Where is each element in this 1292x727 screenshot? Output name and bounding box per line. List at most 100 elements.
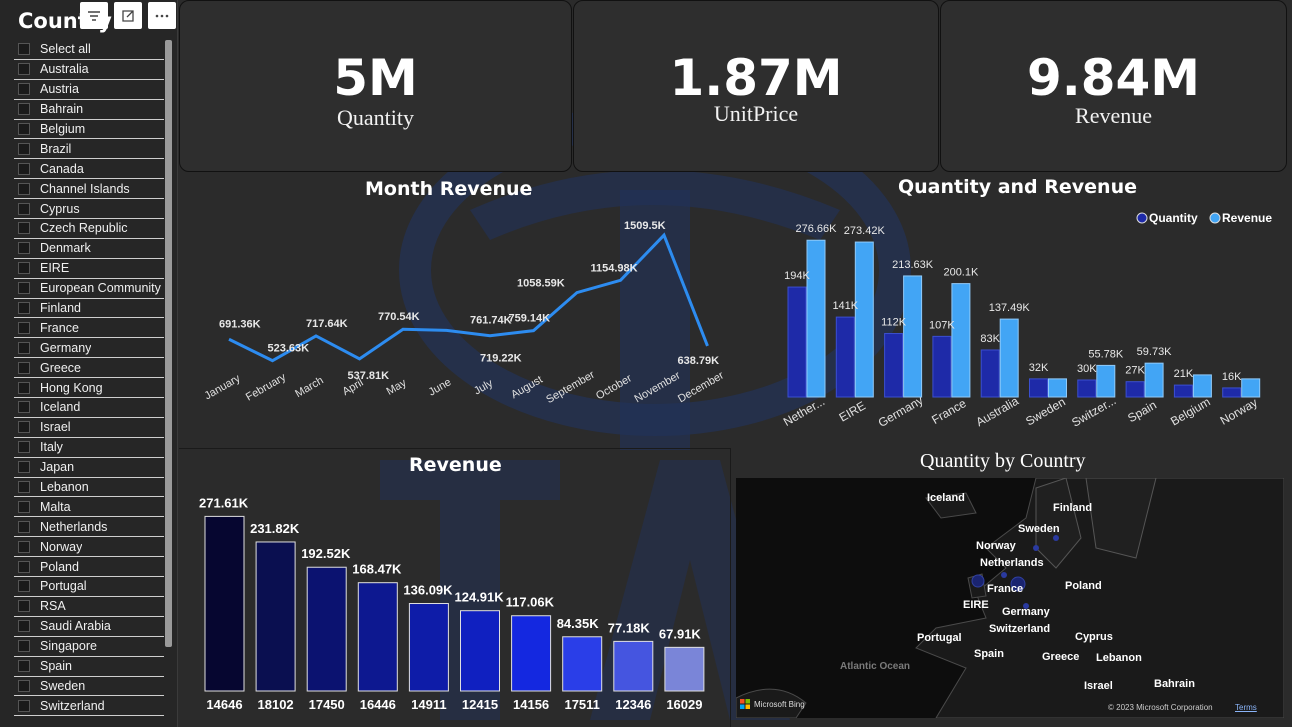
quantity-data-label: 27K	[1125, 365, 1145, 377]
slicer-item[interactable]: Poland	[14, 557, 164, 578]
checkbox-icon[interactable]	[18, 699, 30, 712]
slicer-scrollbar[interactable]	[165, 40, 172, 647]
map-terms-link[interactable]: Terms	[1235, 703, 1257, 712]
slicer-item[interactable]: Malta	[14, 497, 164, 518]
slicer-item[interactable]: France	[14, 318, 164, 339]
checkbox-icon[interactable]	[18, 381, 30, 394]
slicer-item[interactable]: Belgium	[14, 120, 164, 140]
revenue-bar	[951, 283, 971, 398]
checkbox-icon[interactable]	[18, 43, 30, 56]
more-options-icon[interactable]	[148, 2, 176, 29]
slicer-item[interactable]: RSA	[14, 597, 164, 617]
filter-icon[interactable]	[80, 2, 108, 29]
slicer-item[interactable]: Select all	[14, 40, 164, 60]
revenue-bar	[903, 275, 923, 398]
quantity-bar	[1077, 379, 1097, 398]
slicer-item[interactable]: Iceland	[14, 398, 164, 418]
focus-mode-icon[interactable]	[114, 2, 142, 29]
checkbox-icon[interactable]	[18, 142, 30, 155]
slicer-item[interactable]: Austria	[14, 80, 164, 100]
slicer-item[interactable]: Finland	[14, 299, 164, 319]
checkbox-icon[interactable]	[18, 600, 30, 613]
map-title: Quantity by Country	[920, 450, 1086, 472]
checkbox-icon[interactable]	[18, 481, 30, 494]
map-label-poland: Poland	[1065, 580, 1102, 592]
slicer-item[interactable]: Japan	[14, 458, 164, 478]
map-label-iceland: Iceland	[927, 492, 965, 504]
checkbox-icon[interactable]	[18, 401, 30, 414]
checkbox-icon[interactable]	[18, 282, 30, 295]
slicer-item[interactable]: Switzerland	[14, 696, 164, 717]
checkbox-icon[interactable]	[18, 620, 30, 633]
checkbox-icon[interactable]	[18, 302, 30, 315]
slicer-item[interactable]: Germany	[14, 338, 164, 359]
slicer-item[interactable]: European Community	[14, 279, 164, 299]
checkbox-icon[interactable]	[18, 123, 30, 135]
slicer-item[interactable]: Australia	[14, 60, 164, 80]
checkbox-icon[interactable]	[18, 83, 30, 96]
checkbox-icon[interactable]	[18, 63, 30, 76]
checkbox-icon[interactable]	[18, 262, 30, 275]
slicer-item-label: Finland	[40, 301, 81, 316]
slicer-item[interactable]: Czech Republic	[14, 219, 164, 239]
quantity-data-label: 32K	[1029, 362, 1049, 374]
revenue-bar	[408, 603, 449, 692]
checkbox-icon[interactable]	[18, 580, 30, 593]
checkbox-icon[interactable]	[18, 640, 30, 653]
slicer-item[interactable]: Singapore	[14, 637, 164, 657]
kpi-card-revenue: 9.84M Revenue	[940, 0, 1287, 172]
country-slicer[interactable]: Country Select all Australia Austria Bahrai…	[0, 0, 178, 727]
quantity-bar	[1029, 378, 1048, 398]
slicer-item-label: Belgium	[40, 122, 86, 136]
slicer-item[interactable]: Norway	[14, 537, 164, 558]
slicer-item[interactable]: Lebanon	[14, 478, 164, 498]
line-data-label: 717.64K	[306, 318, 348, 330]
checkbox-icon[interactable]	[18, 361, 30, 374]
checkbox-icon[interactable]	[18, 441, 30, 454]
slicer-item[interactable]: Denmark	[14, 239, 164, 259]
slicer-item[interactable]: Netherlands	[14, 517, 164, 538]
checkbox-icon[interactable]	[18, 242, 30, 255]
slicer-item-label: Norway	[40, 539, 83, 554]
x-tick-label: EIRE	[837, 398, 868, 424]
checkbox-icon[interactable]	[18, 103, 30, 116]
line-data-label: 770.54K	[378, 311, 420, 323]
slicer-item[interactable]: Spain	[14, 657, 164, 677]
quantity-map[interactable]: Iceland Finland Sweden Norway Netherland…	[736, 478, 1284, 718]
slicer-item[interactable]: Canada	[14, 159, 164, 180]
checkbox-icon[interactable]	[18, 182, 30, 195]
checkbox-icon[interactable]	[18, 660, 30, 673]
map-label-eire: EIRE	[963, 599, 989, 611]
checkbox-icon[interactable]	[18, 222, 30, 235]
slicer-item[interactable]: Israel	[14, 418, 164, 438]
slicer-item[interactable]: Channel Islands	[14, 179, 164, 200]
slicer-item[interactable]: Bahrain	[14, 100, 164, 120]
checkbox-icon[interactable]	[18, 520, 30, 533]
checkbox-icon[interactable]	[18, 162, 30, 175]
checkbox-icon[interactable]	[18, 461, 30, 474]
line-data-label: 537.81K	[348, 370, 390, 382]
checkbox-icon[interactable]	[18, 679, 30, 692]
slicer-item[interactable]: Hong Kong	[14, 378, 164, 399]
x-tick-label: 17511	[564, 697, 599, 712]
slicer-item[interactable]: EIRE	[14, 259, 164, 279]
checkbox-icon[interactable]	[18, 341, 30, 354]
slicer-item[interactable]: Greece	[14, 358, 164, 379]
checkbox-icon[interactable]	[18, 421, 30, 434]
checkbox-icon[interactable]	[18, 500, 30, 513]
checkbox-icon[interactable]	[18, 540, 30, 553]
slicer-item[interactable]: Brazil	[14, 139, 164, 160]
map-attribution: © 2023 Microsoft Corporation	[1108, 703, 1213, 712]
checkbox-icon[interactable]	[18, 560, 30, 573]
map-label-greece: Greece	[1042, 651, 1080, 663]
slicer-item[interactable]: Portugal	[14, 577, 164, 597]
slicer-item[interactable]: Saudi Arabia	[14, 617, 164, 637]
revenue-chart: 271.61K 14646 231.82K 18102 192.52K 17450 168.…	[199, 495, 705, 712]
slicer-item[interactable]: Sweden	[14, 677, 164, 697]
slicer-item-label: Italy	[40, 440, 63, 455]
legend-revenue-marker	[1209, 212, 1221, 224]
checkbox-icon[interactable]	[18, 321, 30, 334]
slicer-item[interactable]: Italy	[14, 438, 164, 458]
slicer-item[interactable]: Cyprus	[14, 199, 164, 220]
checkbox-icon[interactable]	[18, 202, 30, 215]
